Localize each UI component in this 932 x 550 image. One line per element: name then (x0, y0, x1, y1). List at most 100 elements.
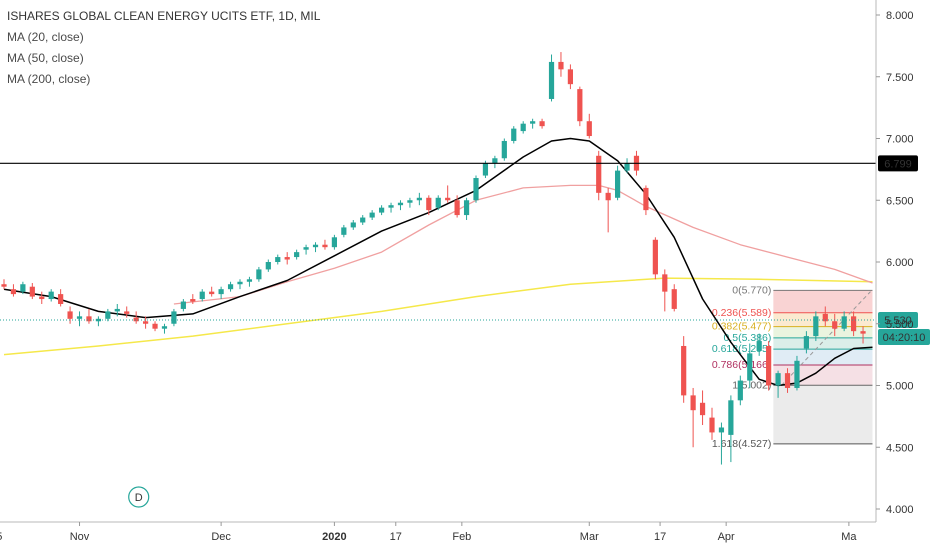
y-tick-label: 7.000 (886, 134, 914, 146)
fib-zone (773, 326, 873, 338)
candle-body (577, 89, 583, 122)
candle-body (851, 316, 857, 332)
x-tick-label: Dec (211, 531, 231, 543)
candle-body (766, 345, 772, 386)
candle-body (784, 373, 791, 388)
fib-level-label: 0(5.770) (732, 284, 771, 296)
candle-body (662, 274, 668, 292)
fib-level-label: 0.786(5.166) (712, 359, 772, 371)
candle-body (841, 316, 847, 329)
candle-body (29, 286, 35, 297)
candle-body (1, 284, 7, 287)
candle-body (124, 311, 130, 314)
candle-body (388, 205, 394, 208)
x-tick-label: Nov (70, 531, 90, 543)
candle-body (312, 244, 319, 248)
axes: 8.000 7.500 7.000 6.500 6.000 5.500 5.000 4.500… (0, 0, 914, 543)
candle-body (180, 301, 186, 309)
fib-level-label: 0.382(5.477) (712, 321, 772, 333)
fib-zone (773, 290, 873, 313)
candle-body (20, 284, 26, 292)
legend-ma20[interactable]: MA (20, close) (7, 30, 84, 44)
hline-badge-label: 6.799 (884, 158, 912, 170)
candle-body (558, 61, 564, 70)
x-tick-label: Apr (718, 531, 735, 543)
y-tick-label: 5.500 (886, 319, 914, 331)
candle-body (539, 121, 545, 127)
candle-body (294, 252, 300, 258)
candle-body (95, 318, 101, 322)
candle-body (218, 289, 224, 295)
x-tick-label: Feb (452, 531, 471, 543)
candle-body (652, 239, 658, 275)
dividend-marker-label: D (135, 492, 143, 504)
y-tick-label: 7.500 (886, 72, 914, 84)
fib-level-label: 0.236(5.589) (712, 307, 772, 319)
last-price-label: 5.530 (884, 315, 912, 327)
candle-body (435, 197, 441, 208)
candle-body (275, 257, 281, 262)
x-tick-label: 2020 (322, 531, 346, 543)
candle-body (567, 69, 573, 85)
moving-averages (3, 137, 873, 387)
fib-zone (773, 337, 873, 350)
candle-body (114, 308, 120, 312)
candle-body (445, 197, 451, 201)
candle-body (209, 291, 215, 295)
chart-legend: ISHARES GLOBAL CLEAN ENERGY UCITS ETF, 1… (7, 6, 320, 90)
candle-body (709, 417, 715, 433)
candle-body (775, 373, 781, 386)
candle-body (39, 296, 45, 300)
candle-body (171, 311, 177, 324)
candle-body (586, 121, 592, 137)
legend-ma200[interactable]: MA (200, close) (7, 72, 91, 86)
y-tick-label: 6.000 (886, 257, 914, 269)
candle-body (105, 311, 111, 319)
fib-level-label: 0.618(5.295) (712, 343, 772, 355)
candle-body (256, 269, 262, 280)
countdown-badge (878, 329, 930, 346)
candle-body (699, 402, 706, 416)
ma50-line (173, 184, 873, 305)
x-tick-label: Mar (580, 531, 599, 543)
candle-body (237, 281, 243, 285)
candle-body (341, 227, 347, 235)
candle-body (379, 207, 385, 213)
candle-body (397, 202, 404, 206)
candle-body (426, 197, 432, 211)
candle-body (322, 244, 328, 248)
y-tick-label: 6.500 (886, 195, 914, 207)
x-tick-label: Ma (841, 531, 857, 543)
candle-body (473, 178, 479, 201)
ma20-line (3, 137, 873, 387)
fibonacci-retracement[interactable]: 0(5.770)0.236(5.589)0.382(5.477)0.5(5.38… (712, 284, 873, 450)
candle-body (794, 360, 800, 388)
candle-body (161, 326, 168, 329)
candle-body (548, 61, 555, 99)
candle-body (369, 212, 375, 218)
candle-body (718, 427, 725, 433)
candle-body (152, 323, 158, 329)
candle-body (360, 217, 366, 223)
symbol-title[interactable]: ISHARES GLOBAL CLEAN ENERGY UCITS ETF, 1… (7, 9, 321, 23)
candle-body (463, 200, 470, 216)
candle-body (86, 316, 92, 322)
legend-ma50[interactable]: MA (50, close) (7, 51, 84, 65)
candle-body (860, 331, 866, 334)
candle-body (615, 170, 621, 198)
candle-body (482, 163, 489, 176)
candle-body (246, 279, 253, 282)
y-tick-label: 4.000 (886, 504, 914, 516)
ma200-line (3, 277, 873, 356)
candle-body (407, 200, 413, 203)
fib-zone (773, 385, 873, 444)
candle-body (48, 291, 54, 300)
price-lines: 6.799 5.530 04:20:10 D (0, 155, 930, 508)
fib-zone (773, 349, 873, 365)
candle-body (624, 163, 630, 171)
candle-body (605, 192, 611, 201)
candle-body (143, 321, 149, 324)
y-tick-label: 8.000 (886, 10, 914, 22)
dividend-marker (128, 486, 150, 508)
